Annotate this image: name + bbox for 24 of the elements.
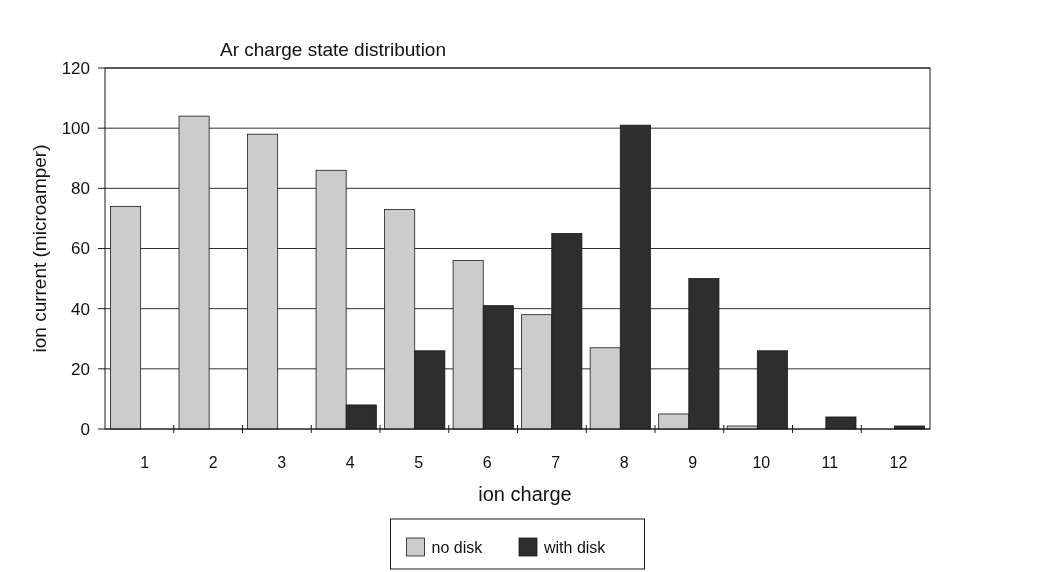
x-tick-label: 4: [345, 454, 355, 471]
x-tick-label: 10: [752, 454, 771, 471]
x-tick-label: 8: [619, 454, 629, 471]
x-tick-label: 1: [140, 454, 150, 471]
y-tick-label: 20: [71, 359, 90, 379]
x-tick-label: 3: [277, 454, 287, 471]
x-tick-label: 11: [821, 454, 839, 471]
y-axis-title: ion current (microamper): [29, 144, 50, 353]
y-tick-label: 100: [61, 119, 90, 139]
x-tick-label: 12: [889, 454, 908, 471]
x-tick-label: 7: [551, 454, 561, 471]
y-tick-label: 60: [71, 239, 90, 259]
x-tick-label: 6: [482, 454, 492, 471]
x-tick-label: 2: [208, 454, 218, 471]
y-tick-label: 120: [61, 58, 90, 78]
y-tick-label: 40: [71, 299, 90, 319]
x-tick-label: 9: [688, 454, 698, 471]
x-tick-label: 5: [414, 454, 424, 471]
legend-label: no disk: [431, 539, 484, 556]
legend-label: with disk: [543, 539, 607, 556]
y-tick-label: 80: [71, 179, 90, 199]
chart-title: Ar charge state distribution: [219, 39, 447, 60]
x-axis-title: ion charge: [478, 483, 572, 505]
y-tick-label: 0: [80, 419, 90, 439]
